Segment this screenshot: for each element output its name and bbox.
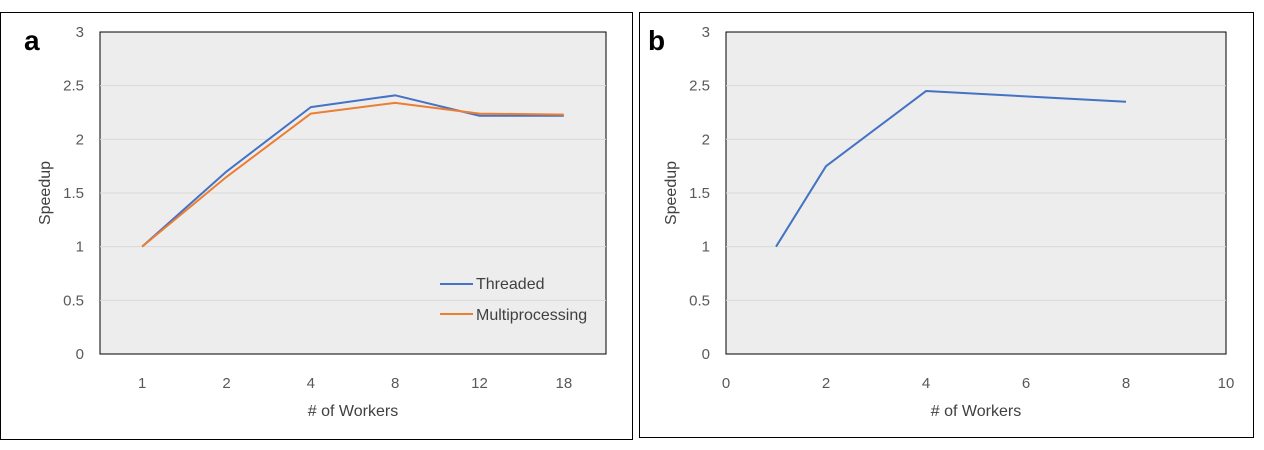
chart-b-gridlines	[726, 85, 1226, 301]
chart-b-x-axis-title: # of Workers	[931, 403, 1021, 420]
x-tick-label: 8	[1122, 375, 1130, 392]
y-tick-label: 0	[702, 346, 710, 363]
chart-b-panel-label: b	[648, 25, 665, 56]
y-tick-label: 2.5	[689, 78, 710, 95]
panel-a-frame	[0, 12, 633, 440]
chart-a-x-axis-title: # of Workers	[308, 403, 398, 420]
legend-label-multiprocessing: Multiprocessing	[476, 307, 587, 324]
y-tick-label: 0.5	[63, 292, 84, 309]
x-tick-label: 2	[222, 375, 230, 392]
x-tick-label: 1	[138, 375, 146, 392]
chart-b: 0 0.5 1 1.5 2 2.5 3 0 2 4 6 8 10 b # of Workers Spe…	[648, 24, 1234, 420]
series-line-multiprocessing	[141, 101, 564, 248]
x-tick-label: 0	[722, 375, 730, 392]
y-tick-label: 1.5	[689, 185, 710, 202]
panel-b-frame	[639, 12, 1254, 438]
x-tick-label: 18	[555, 375, 572, 392]
chart-a-legend: Threaded Multiprocessing	[440, 276, 587, 324]
chart-a: 00.511.522.53 1 2 4 8 12 18 a # of Workers Sp…	[24, 24, 607, 420]
series-line-0	[775, 90, 1127, 248]
y-tick-label: 3	[702, 24, 710, 41]
chart-a-panel-label: a	[24, 25, 40, 56]
chart-a-y-axis-title: Speedup	[37, 161, 54, 225]
chart-a-y-ticks: 0 0.5 1 1.5 2 2.5 3	[63, 24, 84, 363]
y-tick-label: 0	[76, 346, 84, 363]
x-tick-label: 4	[922, 375, 930, 392]
y-tick-label: 1	[76, 239, 84, 256]
y-tick-label: 0.5	[689, 292, 710, 309]
x-tick-label: 2	[822, 375, 830, 392]
x-tick-label: 8	[391, 375, 399, 392]
y-tick-label: 3	[76, 24, 84, 41]
y-tick-label: 2	[702, 131, 710, 148]
chart-b-y-axis-title: Speedup	[663, 161, 680, 225]
x-tick-label: 4	[307, 375, 315, 392]
chart-b-x-ticks: 0 2 4 6 8 10	[722, 375, 1235, 392]
chart-a-gridlines	[100, 85, 606, 301]
chart-b-series	[775, 90, 1127, 248]
legend-label-threaded: Threaded	[476, 276, 545, 293]
y-tick-label: 1.5	[63, 185, 84, 202]
y-tick-label: 2.5	[63, 78, 84, 95]
y-tick-label: 2	[76, 131, 84, 148]
chart-a-x-ticks: 1 2 4 8 12 18	[138, 375, 572, 392]
series-line-threaded	[141, 94, 564, 248]
chart-a-series	[141, 94, 564, 248]
y-tick-label: 1	[702, 239, 710, 256]
x-tick-label: 6	[1022, 375, 1030, 392]
x-tick-label: 10	[1218, 375, 1235, 392]
chart-b-y-ticks: 0 0.5 1 1.5 2 2.5 3	[689, 24, 710, 363]
x-tick-label: 12	[471, 375, 488, 392]
